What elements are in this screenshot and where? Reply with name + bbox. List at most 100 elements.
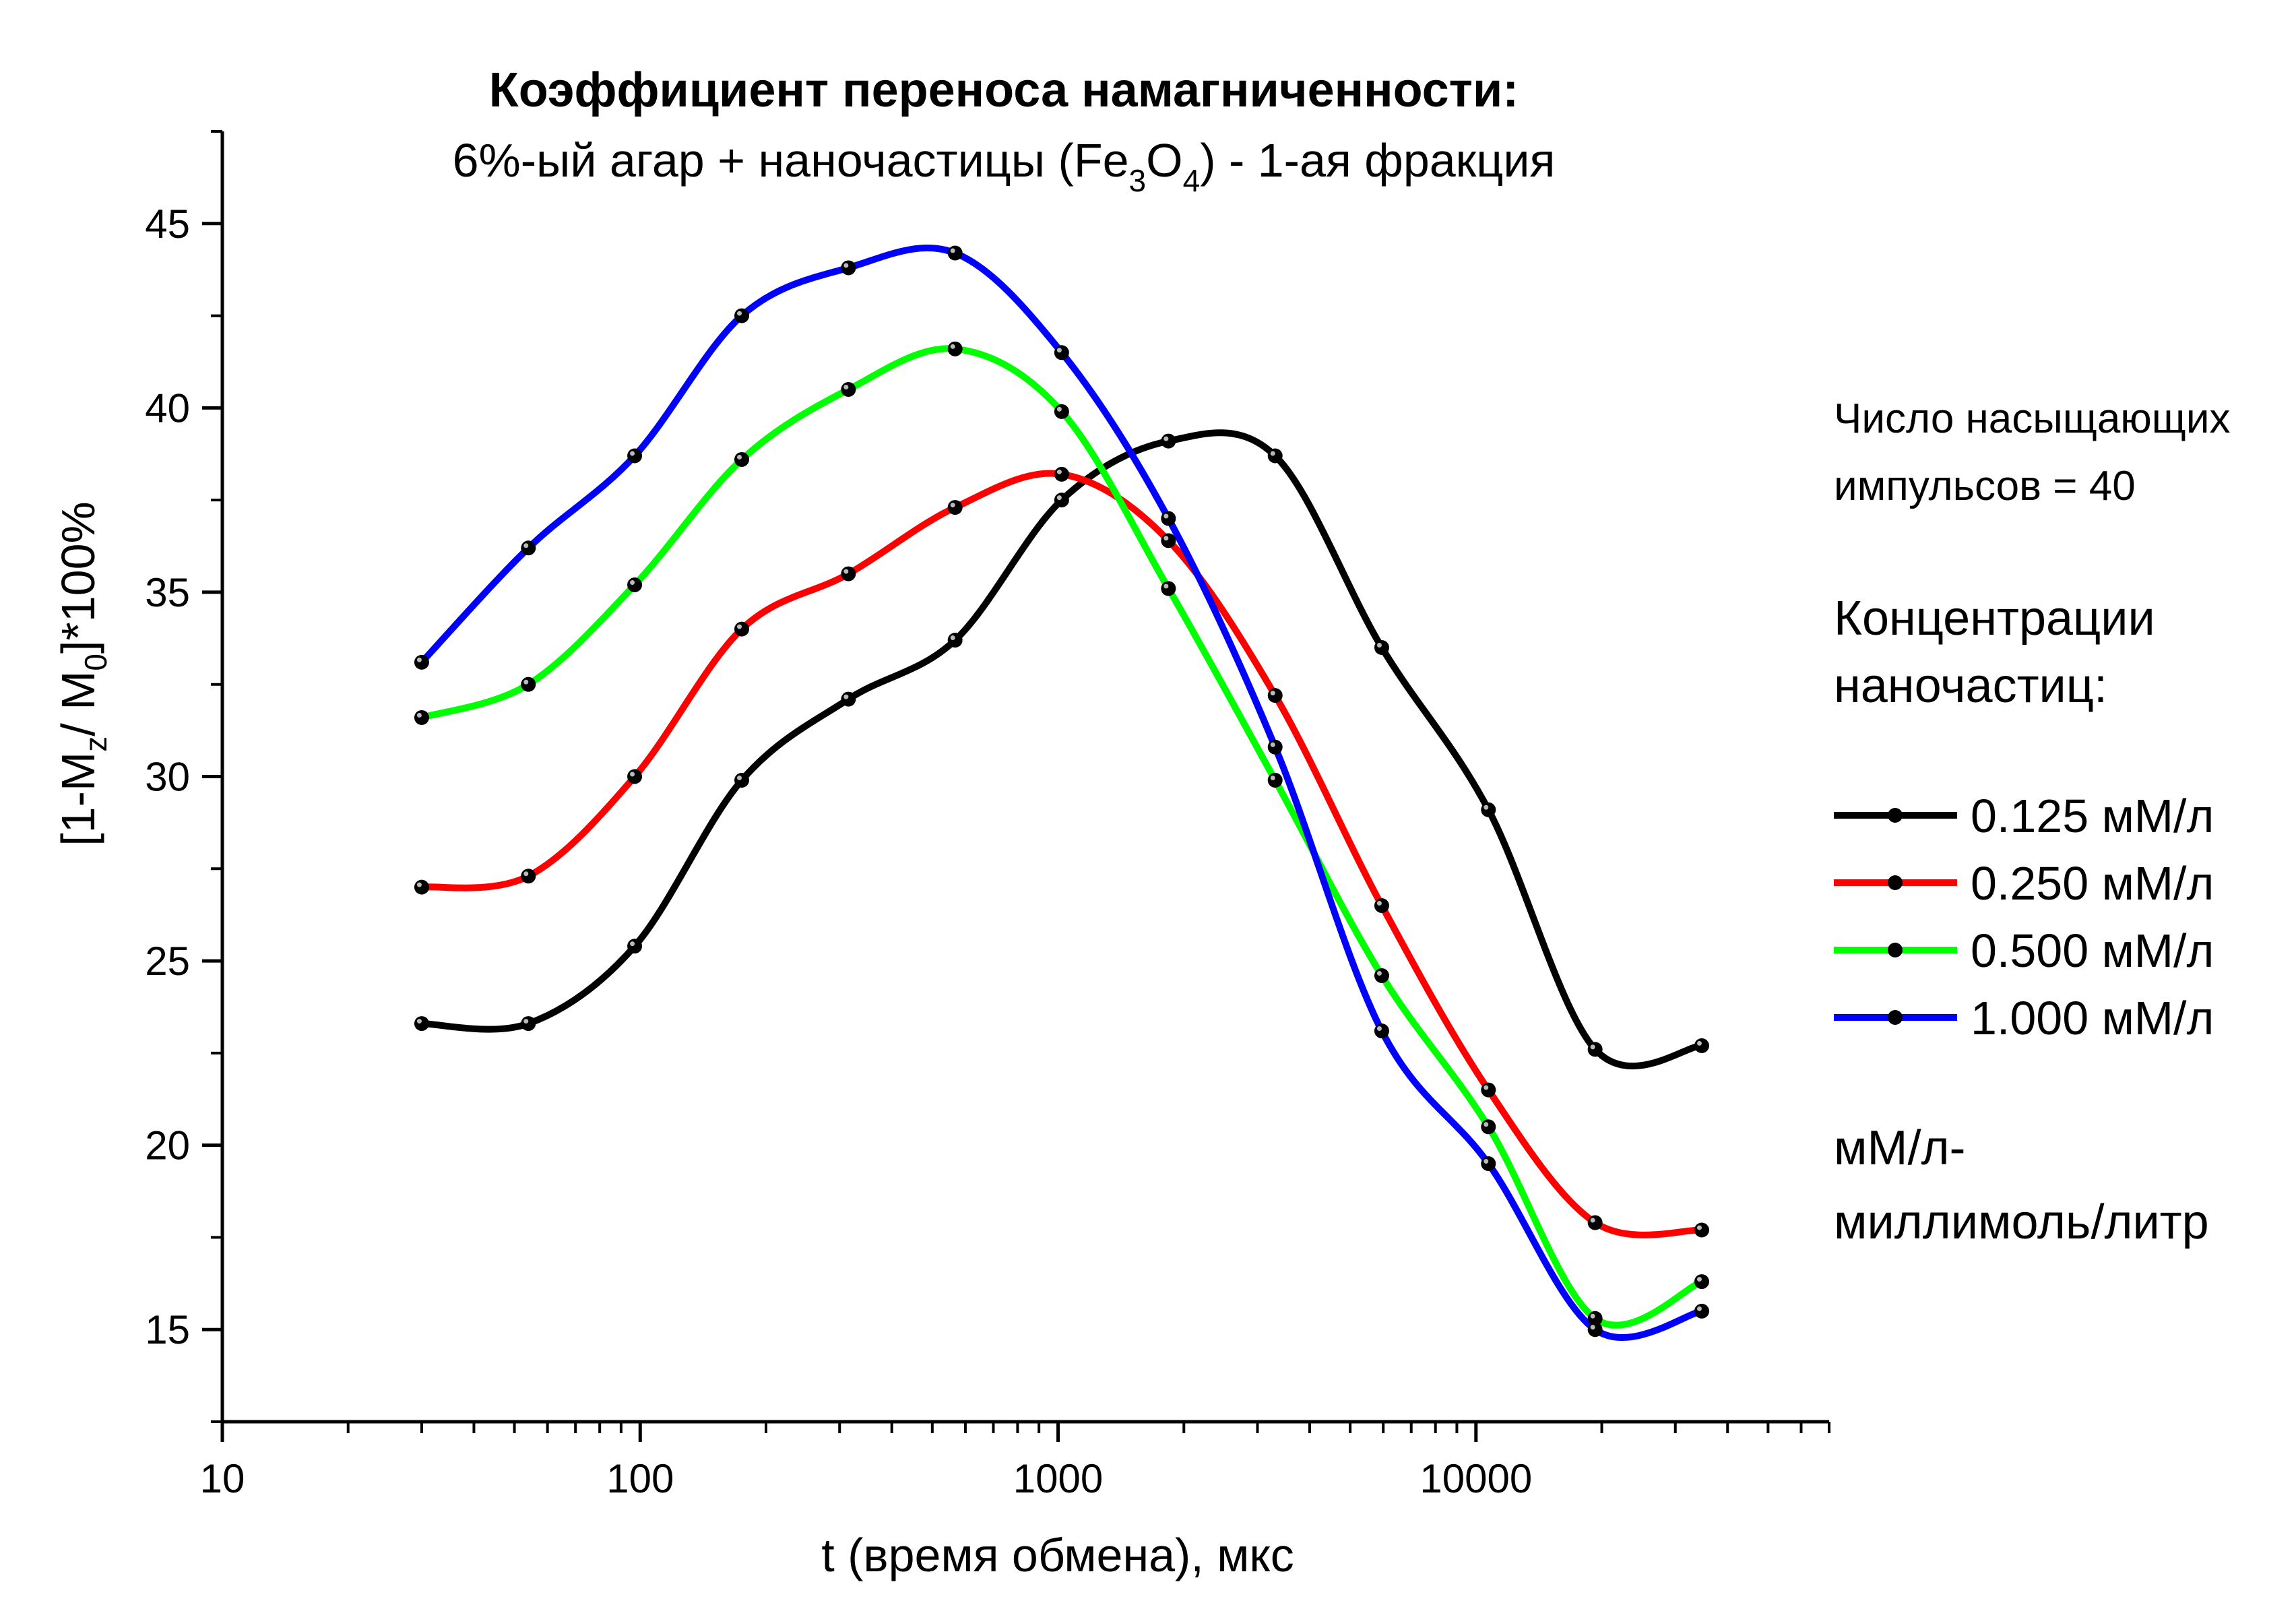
data-point-highlight xyxy=(843,263,849,268)
data-point-highlight xyxy=(1163,584,1169,589)
data-point-highlight xyxy=(523,1019,529,1024)
data-point xyxy=(1161,533,1176,548)
data-point-highlight xyxy=(1163,536,1169,541)
data-point-highlight xyxy=(737,775,742,780)
data-point xyxy=(1694,1274,1709,1290)
data-point xyxy=(414,710,429,725)
data-point xyxy=(521,869,536,884)
data-point xyxy=(1161,581,1176,596)
data-point xyxy=(1694,1222,1709,1238)
data-point xyxy=(627,769,643,784)
data-point xyxy=(1481,1156,1496,1171)
legend: 0.125 мМ/л 0.250 мМ/л 0.500 мМ/л 1.000 мМ/л xyxy=(1834,790,2214,1044)
data-point-highlight xyxy=(950,635,955,641)
chart-title: Коэффициент переноса намагниченности: xyxy=(489,63,1519,117)
data-point xyxy=(734,621,750,637)
series-layer xyxy=(414,245,1709,1341)
data-point-highlight xyxy=(1696,1225,1702,1230)
data-point-highlight xyxy=(416,657,422,662)
x-tick-label: 1000 xyxy=(1013,1456,1103,1501)
legend-swatch-marker xyxy=(1888,1010,1903,1025)
data-point-highlight xyxy=(1590,1313,1595,1319)
series-2-markers xyxy=(414,466,1709,1238)
legend-label: 1.000 мМ/л xyxy=(1971,992,2214,1044)
data-point xyxy=(1054,493,1069,508)
data-point xyxy=(1267,739,1283,755)
data-point xyxy=(627,577,643,592)
data-point-highlight xyxy=(1696,1306,1702,1311)
x-ticks: 10 100 1000 10000 xyxy=(200,1422,1830,1501)
y-tick-label: 25 xyxy=(145,939,190,984)
subtitle-part-2: O xyxy=(1146,134,1182,187)
data-point xyxy=(1481,1119,1496,1135)
data-point xyxy=(1161,511,1176,526)
data-point xyxy=(1374,898,1389,913)
subtitle-part-1: 6%-ый агар + наночастицы (Fe xyxy=(453,134,1129,187)
data-point-highlight xyxy=(630,451,635,456)
ylabel-sub-1: z xyxy=(78,736,113,752)
data-point-highlight xyxy=(523,543,529,548)
data-point-highlight xyxy=(950,503,955,508)
data-point-highlight xyxy=(1056,495,1062,501)
data-point xyxy=(627,448,643,464)
data-point xyxy=(947,500,963,515)
note-pulses-line-1: Число насыщающих xyxy=(1834,396,2230,442)
data-point-highlight xyxy=(843,569,849,574)
note-unit-line-2: миллимоль/литр xyxy=(1834,1195,2209,1249)
data-point-highlight xyxy=(1590,1325,1595,1330)
ylabel-sub-2: 0 xyxy=(78,654,113,671)
legend-label: 0.125 мМ/л xyxy=(1971,790,2214,842)
legend-swatch-marker xyxy=(1888,808,1903,823)
y-tick-label: 20 xyxy=(145,1123,190,1168)
data-point-highlight xyxy=(1056,348,1062,353)
x-axis-title: t (время обмена), мкс xyxy=(821,1529,1294,1581)
data-point-highlight xyxy=(737,624,742,629)
data-point-highlight xyxy=(1590,1044,1595,1050)
data-point-highlight xyxy=(1376,643,1382,648)
legend-swatch-marker xyxy=(1888,943,1903,957)
data-point-highlight xyxy=(1590,1218,1595,1223)
data-point xyxy=(1161,433,1176,449)
data-point xyxy=(414,1016,429,1032)
data-point-highlight xyxy=(1270,451,1275,456)
data-point xyxy=(1481,1082,1496,1098)
y-tick-label: 35 xyxy=(145,570,190,615)
series-4-markers xyxy=(414,245,1709,1338)
y-tick-label: 40 xyxy=(145,385,190,431)
series-line xyxy=(418,429,1705,1070)
data-point xyxy=(841,566,856,581)
data-point xyxy=(1374,968,1389,983)
data-point xyxy=(841,691,856,707)
data-point-highlight xyxy=(1484,1122,1489,1127)
data-point-highlight xyxy=(1484,1159,1489,1164)
data-point xyxy=(1054,466,1069,482)
series-1-markers xyxy=(414,433,1709,1057)
y-ticks: 15 20 25 30 35 40 45 xyxy=(145,130,222,1423)
data-point-highlight xyxy=(1270,742,1275,747)
data-point-highlight xyxy=(1376,970,1382,976)
data-point-highlight xyxy=(1696,1040,1702,1046)
subtitle-part-3: ) - 1-ая фракция xyxy=(1200,134,1555,187)
data-point xyxy=(521,540,536,556)
note-concentration-line-2: наночастиц: xyxy=(1834,659,2107,713)
note-unit-line-1: мМ/л- xyxy=(1834,1121,1965,1175)
data-point xyxy=(1587,1215,1603,1230)
data-point-highlight xyxy=(523,679,529,685)
y-tick-label: 30 xyxy=(145,755,190,800)
data-point xyxy=(841,382,856,397)
data-point xyxy=(841,260,856,276)
data-point xyxy=(1374,640,1389,655)
data-point xyxy=(947,245,963,261)
data-point-highlight xyxy=(416,1019,422,1024)
x-tick-label: 10 xyxy=(200,1456,245,1501)
data-point xyxy=(1054,404,1069,419)
data-point xyxy=(1694,1303,1709,1319)
y-tick-label: 15 xyxy=(145,1307,190,1352)
data-point-highlight xyxy=(950,344,955,349)
data-point-highlight xyxy=(1056,406,1062,412)
data-point xyxy=(414,879,429,895)
data-point-highlight xyxy=(843,694,849,699)
data-point-highlight xyxy=(416,882,422,887)
data-point-highlight xyxy=(1270,691,1275,696)
data-point xyxy=(521,676,536,692)
